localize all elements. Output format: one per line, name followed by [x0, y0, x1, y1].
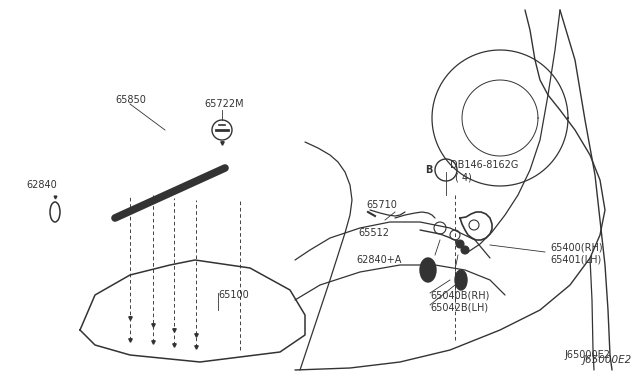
Circle shape [456, 240, 464, 248]
Text: J65000E2: J65000E2 [583, 355, 632, 365]
Text: 65850: 65850 [116, 95, 147, 105]
Text: 65512: 65512 [358, 228, 389, 238]
Text: 65722M: 65722M [204, 99, 244, 109]
Ellipse shape [455, 270, 467, 290]
Text: 65710: 65710 [366, 200, 397, 210]
Text: 65042B(LH): 65042B(LH) [430, 302, 488, 312]
Text: 65040B(RH): 65040B(RH) [430, 290, 490, 300]
Text: 65400(RH): 65400(RH) [550, 243, 603, 253]
Text: J65000E2: J65000E2 [564, 350, 610, 360]
Text: ( 4): ( 4) [455, 173, 472, 183]
Text: 62840: 62840 [27, 180, 58, 190]
Text: 62840+A: 62840+A [356, 255, 401, 265]
Text: 65401(LH): 65401(LH) [550, 255, 601, 265]
Text: DB146-8162G: DB146-8162G [450, 160, 518, 170]
Circle shape [461, 246, 469, 254]
Text: B: B [426, 165, 433, 175]
Ellipse shape [420, 258, 436, 282]
Text: 65100: 65100 [218, 290, 249, 300]
